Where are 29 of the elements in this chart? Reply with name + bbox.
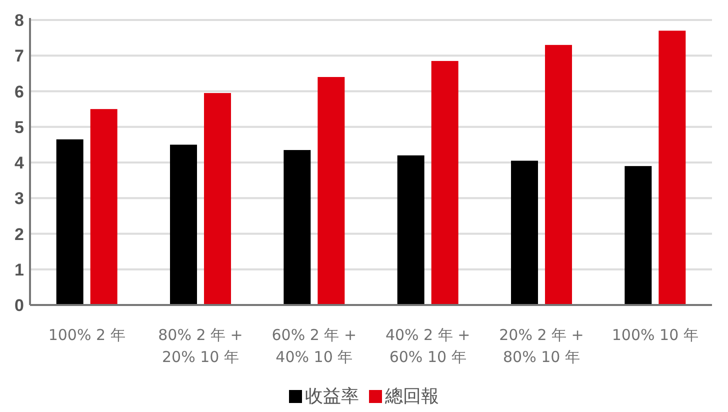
legend-label: 總回報 bbox=[384, 386, 439, 407]
x-tick-label: 60% 2 年 + 40% 10 年 bbox=[270, 325, 358, 368]
x-tick-label: 100% 2 年 bbox=[47, 325, 126, 346]
y-tick-label: 5 bbox=[14, 118, 24, 137]
bar bbox=[90, 109, 118, 305]
bar bbox=[318, 77, 345, 305]
bar bbox=[284, 150, 311, 305]
y-tick-label: 2 bbox=[14, 224, 24, 244]
y-tick-label: 7 bbox=[14, 46, 24, 66]
y-tick-label: 0 bbox=[14, 296, 24, 315]
legend-label: 收益率 bbox=[304, 386, 359, 407]
y-tick-label: 1 bbox=[14, 260, 24, 280]
x-tick-label: 40% 2 年 + 60% 10 年 bbox=[384, 325, 472, 368]
y-tick-label: 8 bbox=[14, 11, 24, 30]
bar bbox=[658, 30, 686, 305]
x-tick-label: 80% 2 年 + 20% 10 年 bbox=[157, 325, 244, 368]
bar bbox=[431, 60, 458, 305]
bar bbox=[204, 93, 231, 305]
y-tick-label: 3 bbox=[14, 189, 24, 208]
bar bbox=[170, 144, 197, 305]
bar bbox=[511, 160, 538, 305]
bar bbox=[545, 44, 572, 305]
bar bbox=[624, 166, 652, 305]
bar bbox=[397, 155, 424, 305]
y-tick-label: 4 bbox=[14, 154, 25, 172]
x-tick-label: 20% 2 年 + 80% 10 年 bbox=[498, 325, 585, 368]
bar bbox=[56, 139, 84, 305]
x-tick-label: 100% 10 年 bbox=[610, 325, 700, 346]
y-tick-label: 6 bbox=[14, 82, 24, 102]
